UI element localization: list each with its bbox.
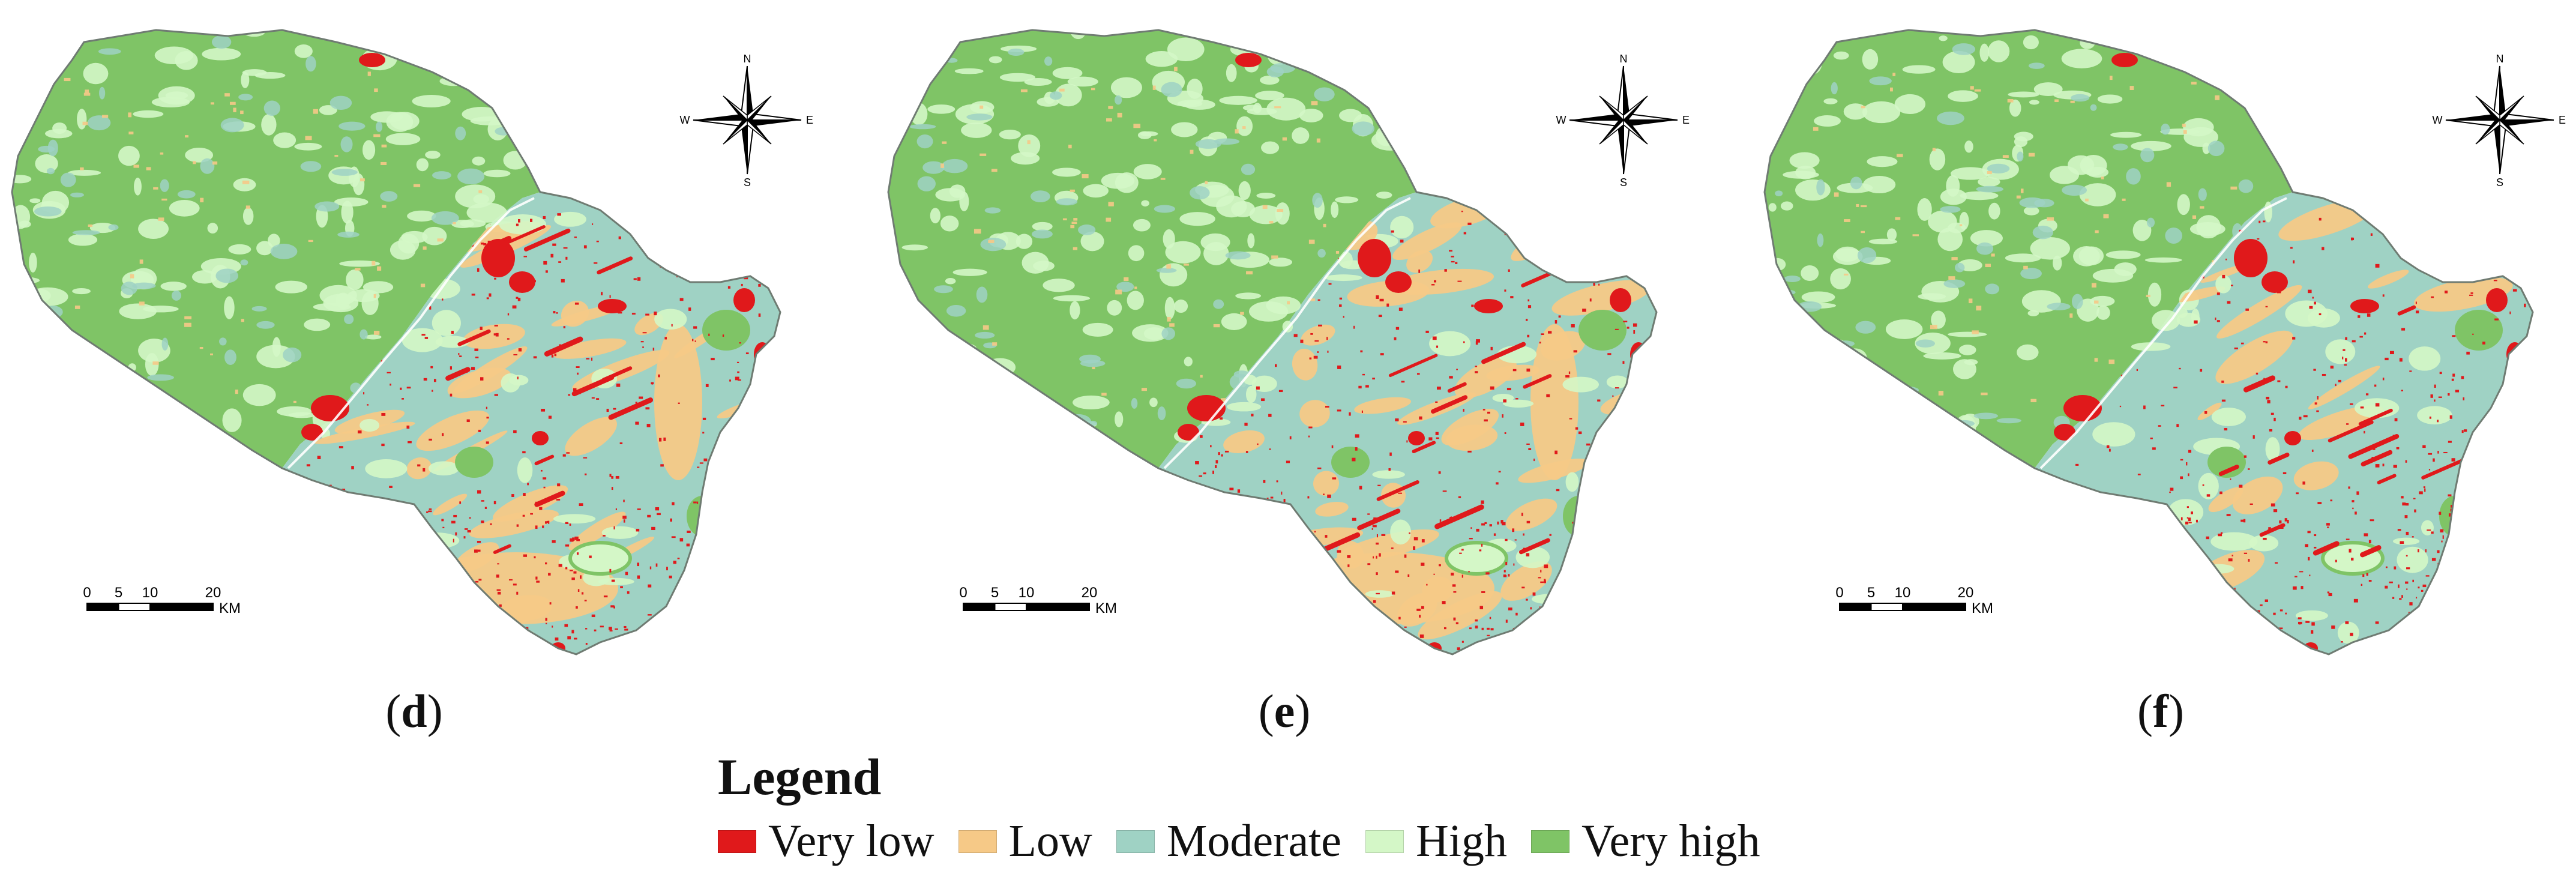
legend-swatch-very-low: [718, 830, 756, 853]
svg-text:10: 10: [1895, 585, 1911, 601]
svg-text:KM: KM: [219, 600, 241, 616]
panel-label-f: (f): [2137, 685, 2184, 737]
legend: Legend Very low Low Moderate High Very h…: [718, 747, 1906, 867]
svg-text:KM: KM: [1972, 600, 1993, 616]
svg-text:0: 0: [1835, 585, 1843, 601]
svg-text:0: 0: [959, 585, 967, 601]
compass-rose-icon: N S E W: [1556, 53, 1690, 188]
svg-text:0: 0: [83, 585, 91, 601]
svg-text:10: 10: [142, 585, 158, 601]
legend-items: Very low Low Moderate High Very high: [718, 815, 1906, 867]
legend-label-very-low: Very low: [768, 816, 934, 866]
legend-label-moderate: Moderate: [1166, 816, 1342, 866]
compass-rose-icon: N S E W: [2433, 53, 2566, 188]
svg-text:W: W: [680, 114, 690, 126]
svg-text:5: 5: [991, 585, 999, 601]
svg-text:20: 20: [1082, 585, 1098, 601]
compass-rose-icon: N S E W: [680, 53, 814, 188]
legend-label-high: High: [1416, 816, 1508, 866]
svg-text:E: E: [1682, 114, 1690, 126]
svg-text:S: S: [744, 176, 751, 188]
svg-text:S: S: [2496, 176, 2503, 188]
svg-text:5: 5: [1867, 585, 1875, 601]
legend-title: Legend: [718, 748, 882, 806]
legend-label-very-high: Very high: [1581, 816, 1760, 866]
legend-swatch-moderate: [1116, 830, 1155, 853]
panel-label-d: (d): [385, 685, 443, 737]
svg-text:KM: KM: [1095, 600, 1117, 616]
svg-text:N: N: [2496, 53, 2504, 65]
legend-item-very-high: Very high: [1531, 815, 1760, 867]
susceptibility-map: [12, 30, 780, 654]
svg-text:N: N: [744, 53, 751, 65]
map-panel-f: N S E W 0 5 10 20 KM: [1753, 18, 2576, 708]
legend-swatch-low: [958, 830, 997, 853]
map-panel-e: N S E W 0 5 10 20 KM: [876, 18, 1717, 708]
legend-swatch-high: [1365, 830, 1404, 853]
svg-text:10: 10: [1019, 585, 1035, 601]
susceptibility-map: [888, 30, 1657, 654]
map-panel-d: N S E W 0 5 10 20 KM: [0, 18, 840, 708]
svg-text:W: W: [1556, 114, 1566, 126]
svg-text:N: N: [1620, 53, 1628, 65]
svg-text:E: E: [806, 114, 813, 126]
svg-text:20: 20: [205, 585, 221, 601]
svg-text:W: W: [2433, 114, 2443, 126]
legend-item-low: Low: [958, 815, 1092, 867]
legend-item-moderate: Moderate: [1116, 815, 1341, 867]
svg-text:5: 5: [115, 585, 122, 601]
panel-label-e: (e): [1258, 685, 1311, 737]
legend-item-very-low: Very low: [718, 815, 934, 867]
legend-swatch-very-high: [1531, 830, 1570, 853]
legend-label-low: Low: [1008, 816, 1092, 866]
svg-text:E: E: [2559, 114, 2566, 126]
svg-text:20: 20: [1958, 585, 1974, 601]
svg-text:S: S: [1620, 176, 1627, 188]
legend-item-high: High: [1365, 815, 1507, 867]
susceptibility-map: [1765, 30, 2533, 654]
